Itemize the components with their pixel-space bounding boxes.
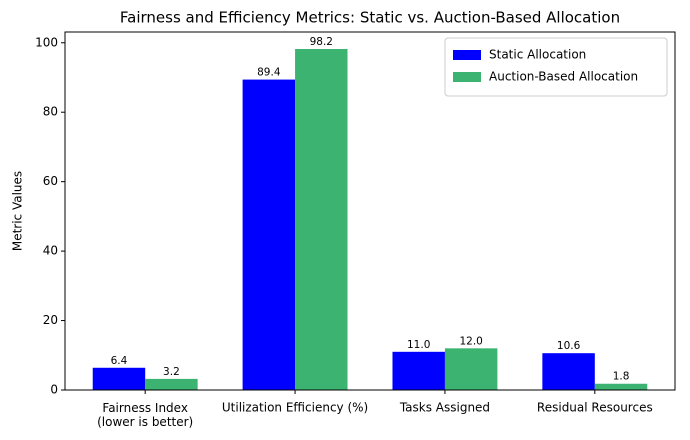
legend-label: Static Allocation [489, 48, 586, 62]
value-label: 1.8 [613, 371, 630, 383]
x-tick-label: Fairness Index (lower is better) [97, 401, 193, 429]
bar [542, 353, 595, 390]
bar [145, 378, 198, 390]
bar [295, 49, 348, 390]
bar [242, 79, 296, 390]
y-tick-label: 100 [35, 35, 58, 49]
value-label: 10.6 [557, 340, 581, 352]
legend-swatch [453, 72, 481, 82]
value-label: 89.4 [257, 67, 281, 79]
y-tick-label: 80 [43, 105, 58, 119]
value-label: 6.4 [111, 355, 128, 367]
value-label: 3.2 [163, 366, 180, 378]
bar [92, 367, 146, 390]
value-label: 12.0 [459, 335, 482, 347]
y-tick-label: 20 [43, 313, 58, 327]
value-label: 11.0 [407, 339, 430, 351]
x-tick-label: Residual Resources [537, 401, 653, 415]
bar [594, 383, 648, 390]
y-axis-label: Metric Values [11, 171, 25, 251]
y-tick-label: 0 [50, 383, 58, 397]
chart-title: Fairness and Efficiency Metrics: Static … [120, 9, 620, 27]
bar [444, 348, 498, 390]
legend-box [444, 37, 668, 97]
legend-label: Auction-Based Allocation [489, 70, 638, 84]
x-tick-label: Utilization Efficiency (%) [222, 401, 368, 415]
legend-swatch [453, 50, 481, 60]
x-tick-label: Tasks Assigned [399, 401, 490, 415]
value-label: 98.2 [310, 36, 333, 48]
y-tick-label: 60 [43, 174, 58, 188]
plot-frame [64, 31, 676, 391]
y-tick-label: 40 [43, 244, 58, 258]
bar [392, 351, 445, 390]
